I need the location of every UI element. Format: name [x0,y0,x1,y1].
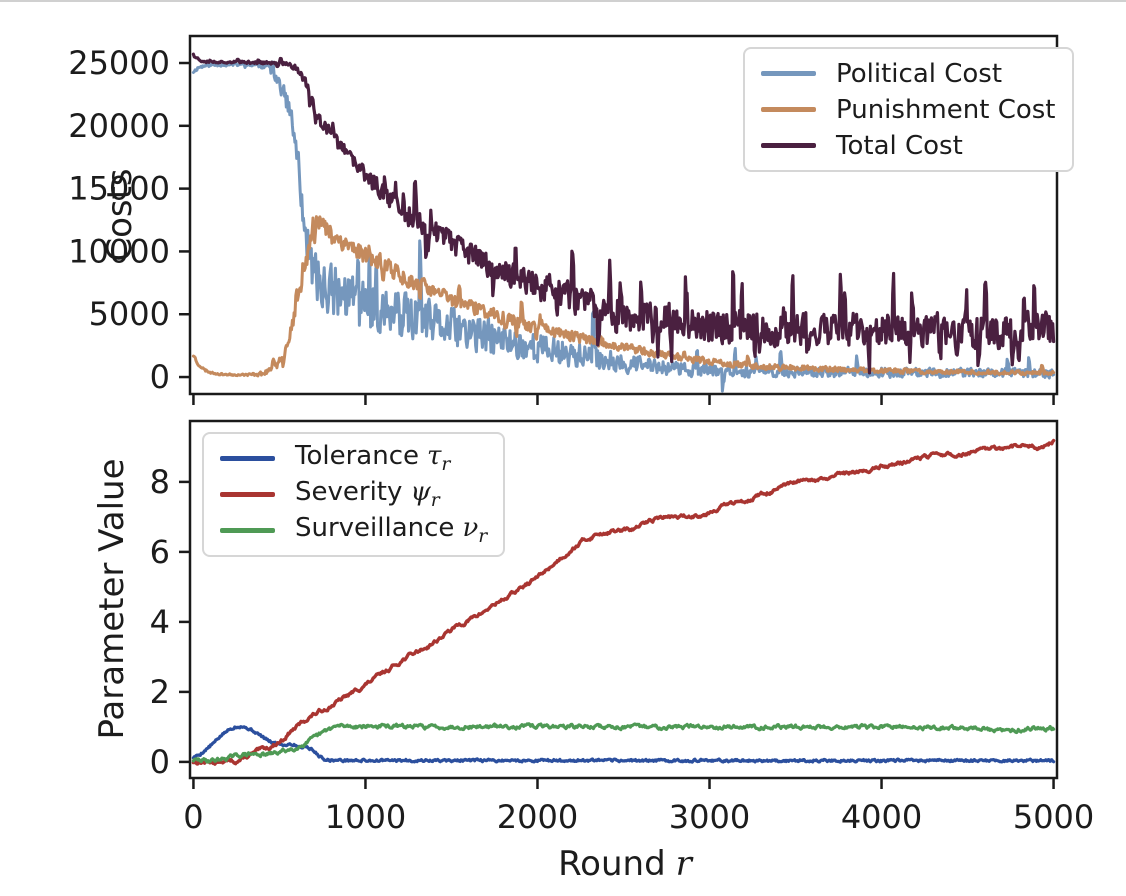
x-tick-label: 1000 [325,798,406,836]
severity-line [191,438,1056,766]
x-tick-label: 0 [183,798,203,836]
tolerance-line [191,725,1056,764]
y-tick-label: 8 [150,463,170,501]
costs-legend: Political Cost Punishment Cost Total Cos… [743,47,1074,172]
total-cost-line [191,52,1056,375]
severity-line-swatch [220,492,275,497]
total-cost-line-swatch [761,143,816,148]
punishment-cost-line-swatch [761,107,816,112]
political-cost-line-swatch [761,71,816,76]
round-axis-label-text: Round [558,844,666,884]
surveillance-line [191,722,1056,764]
y-tick-label: 4 [150,603,170,641]
y-tick-label: 5000 [89,295,170,333]
legend-item-severity: Severity ψr [220,477,487,512]
parameters-plot-border [188,419,1059,780]
y-tick-label: 6 [150,533,170,571]
x-tick-label: 5000 [1013,798,1094,836]
punishment-cost-legend-label: Punishment Cost [836,94,1056,125]
legend-item-tolerance: Tolerance τr [220,441,487,476]
legend-item-punishment-cost: Punishment Cost [761,92,1056,127]
legend-item-total-cost: Total Cost [761,128,1056,163]
round-axis-label-var: r [675,844,692,884]
round-axis-label: Round r [558,844,692,884]
y-tick-label: 20000 [68,107,170,145]
x-tick-label: 2000 [497,798,578,836]
costs-plot-border [188,34,1059,396]
y-tick-label: 0 [150,743,170,781]
y-tick-label: 15000 [68,170,170,208]
total-cost-legend-label: Total Cost [836,130,963,161]
parameters-legend: Tolerance τr Severity ψr Surveillance νr [202,432,506,557]
y-tick-label: 10000 [68,232,170,270]
y-tick-label: 25000 [68,44,170,82]
tolerance-line-swatch [220,456,275,461]
parameter-value-axis-label: Parameter Value [92,458,132,740]
legend-item-surveillance: Surveillance νr [220,513,487,548]
costs-axis-label: Costs [100,168,140,262]
x-tick-label: 3000 [669,798,750,836]
y-tick-label: 2 [150,673,170,711]
legend-item-political-cost: Political Cost [761,56,1056,91]
severity-legend-label: Severity ψr [295,477,440,512]
tolerance-legend-label: Tolerance τr [295,441,451,476]
surveillance-legend-label: Surveillance νr [295,513,488,548]
x-tick-label: 4000 [841,798,922,836]
punishment-cost-line [191,215,1056,378]
surveillance-line-swatch [220,528,275,533]
y-tick-label: 0 [150,358,170,396]
political-cost-legend-label: Political Cost [836,58,1003,89]
